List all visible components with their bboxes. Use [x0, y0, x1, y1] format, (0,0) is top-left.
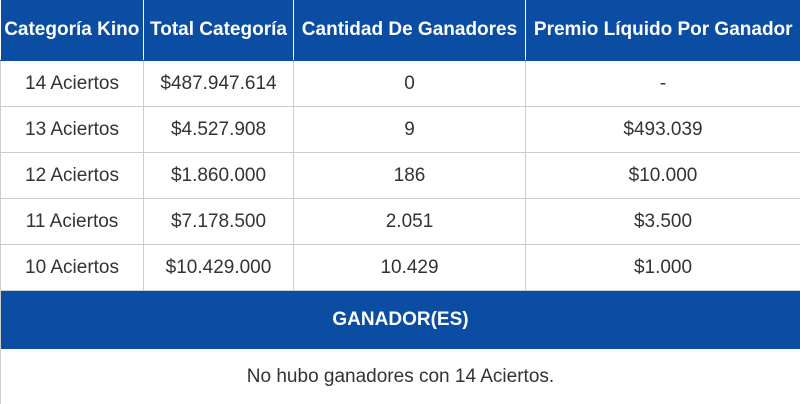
header-premio-liquido: Premio Líquido Por Ganador: [526, 0, 800, 61]
category-cell: 12 Aciertos: [1, 153, 144, 199]
table-row: 10 Aciertos $10.429.000 10.429 $1.000: [1, 245, 800, 291]
table-row: 14 Aciertos $487.947.614 0 -: [1, 61, 800, 107]
header-cantidad-ganadores: Cantidad De Ganadores: [294, 0, 526, 61]
table-row: 12 Aciertos $1.860.000 186 $10.000: [1, 153, 800, 199]
header-categoria-kino: Categoría Kino: [1, 0, 144, 61]
winners-note: No hubo ganadores con 14 Aciertos.: [1, 349, 800, 404]
table-body: 14 Aciertos $487.947.614 0 - 13 Aciertos…: [1, 61, 800, 404]
category-cell: 11 Aciertos: [1, 199, 144, 245]
prize-per-winner-cell: $3.500: [526, 199, 800, 245]
winners-note-row: No hubo ganadores con 14 Aciertos.: [1, 349, 800, 404]
winner-count-cell: 9: [294, 107, 526, 153]
prize-per-winner-cell: $1.000: [526, 245, 800, 291]
prize-per-winner-cell: $10.000: [526, 153, 800, 199]
header-row: Categoría Kino Total Categoría Cantidad …: [1, 0, 800, 61]
table-row: 11 Aciertos $7.178.500 2.051 $3.500: [1, 199, 800, 245]
total-category-cell: $7.178.500: [144, 199, 294, 245]
total-category-cell: $10.429.000: [144, 245, 294, 291]
category-cell: 10 Aciertos: [1, 245, 144, 291]
prize-per-winner-cell: -: [526, 61, 800, 107]
prize-per-winner-cell: $493.039: [526, 107, 800, 153]
winners-heading-row: GANADOR(ES): [1, 291, 800, 350]
winners-heading: GANADOR(ES): [1, 291, 800, 350]
total-category-cell: $487.947.614: [144, 61, 294, 107]
winner-count-cell: 186: [294, 153, 526, 199]
table-row: 13 Aciertos $4.527.908 9 $493.039: [1, 107, 800, 153]
winner-count-cell: 10.429: [294, 245, 526, 291]
winner-count-cell: 0: [294, 61, 526, 107]
winner-count-cell: 2.051: [294, 199, 526, 245]
total-category-cell: $4.527.908: [144, 107, 294, 153]
table-header: Categoría Kino Total Categoría Cantidad …: [1, 0, 800, 61]
total-category-cell: $1.860.000: [144, 153, 294, 199]
header-total-categoria: Total Categoría: [144, 0, 294, 61]
category-cell: 14 Aciertos: [1, 61, 144, 107]
category-cell: 13 Aciertos: [1, 107, 144, 153]
